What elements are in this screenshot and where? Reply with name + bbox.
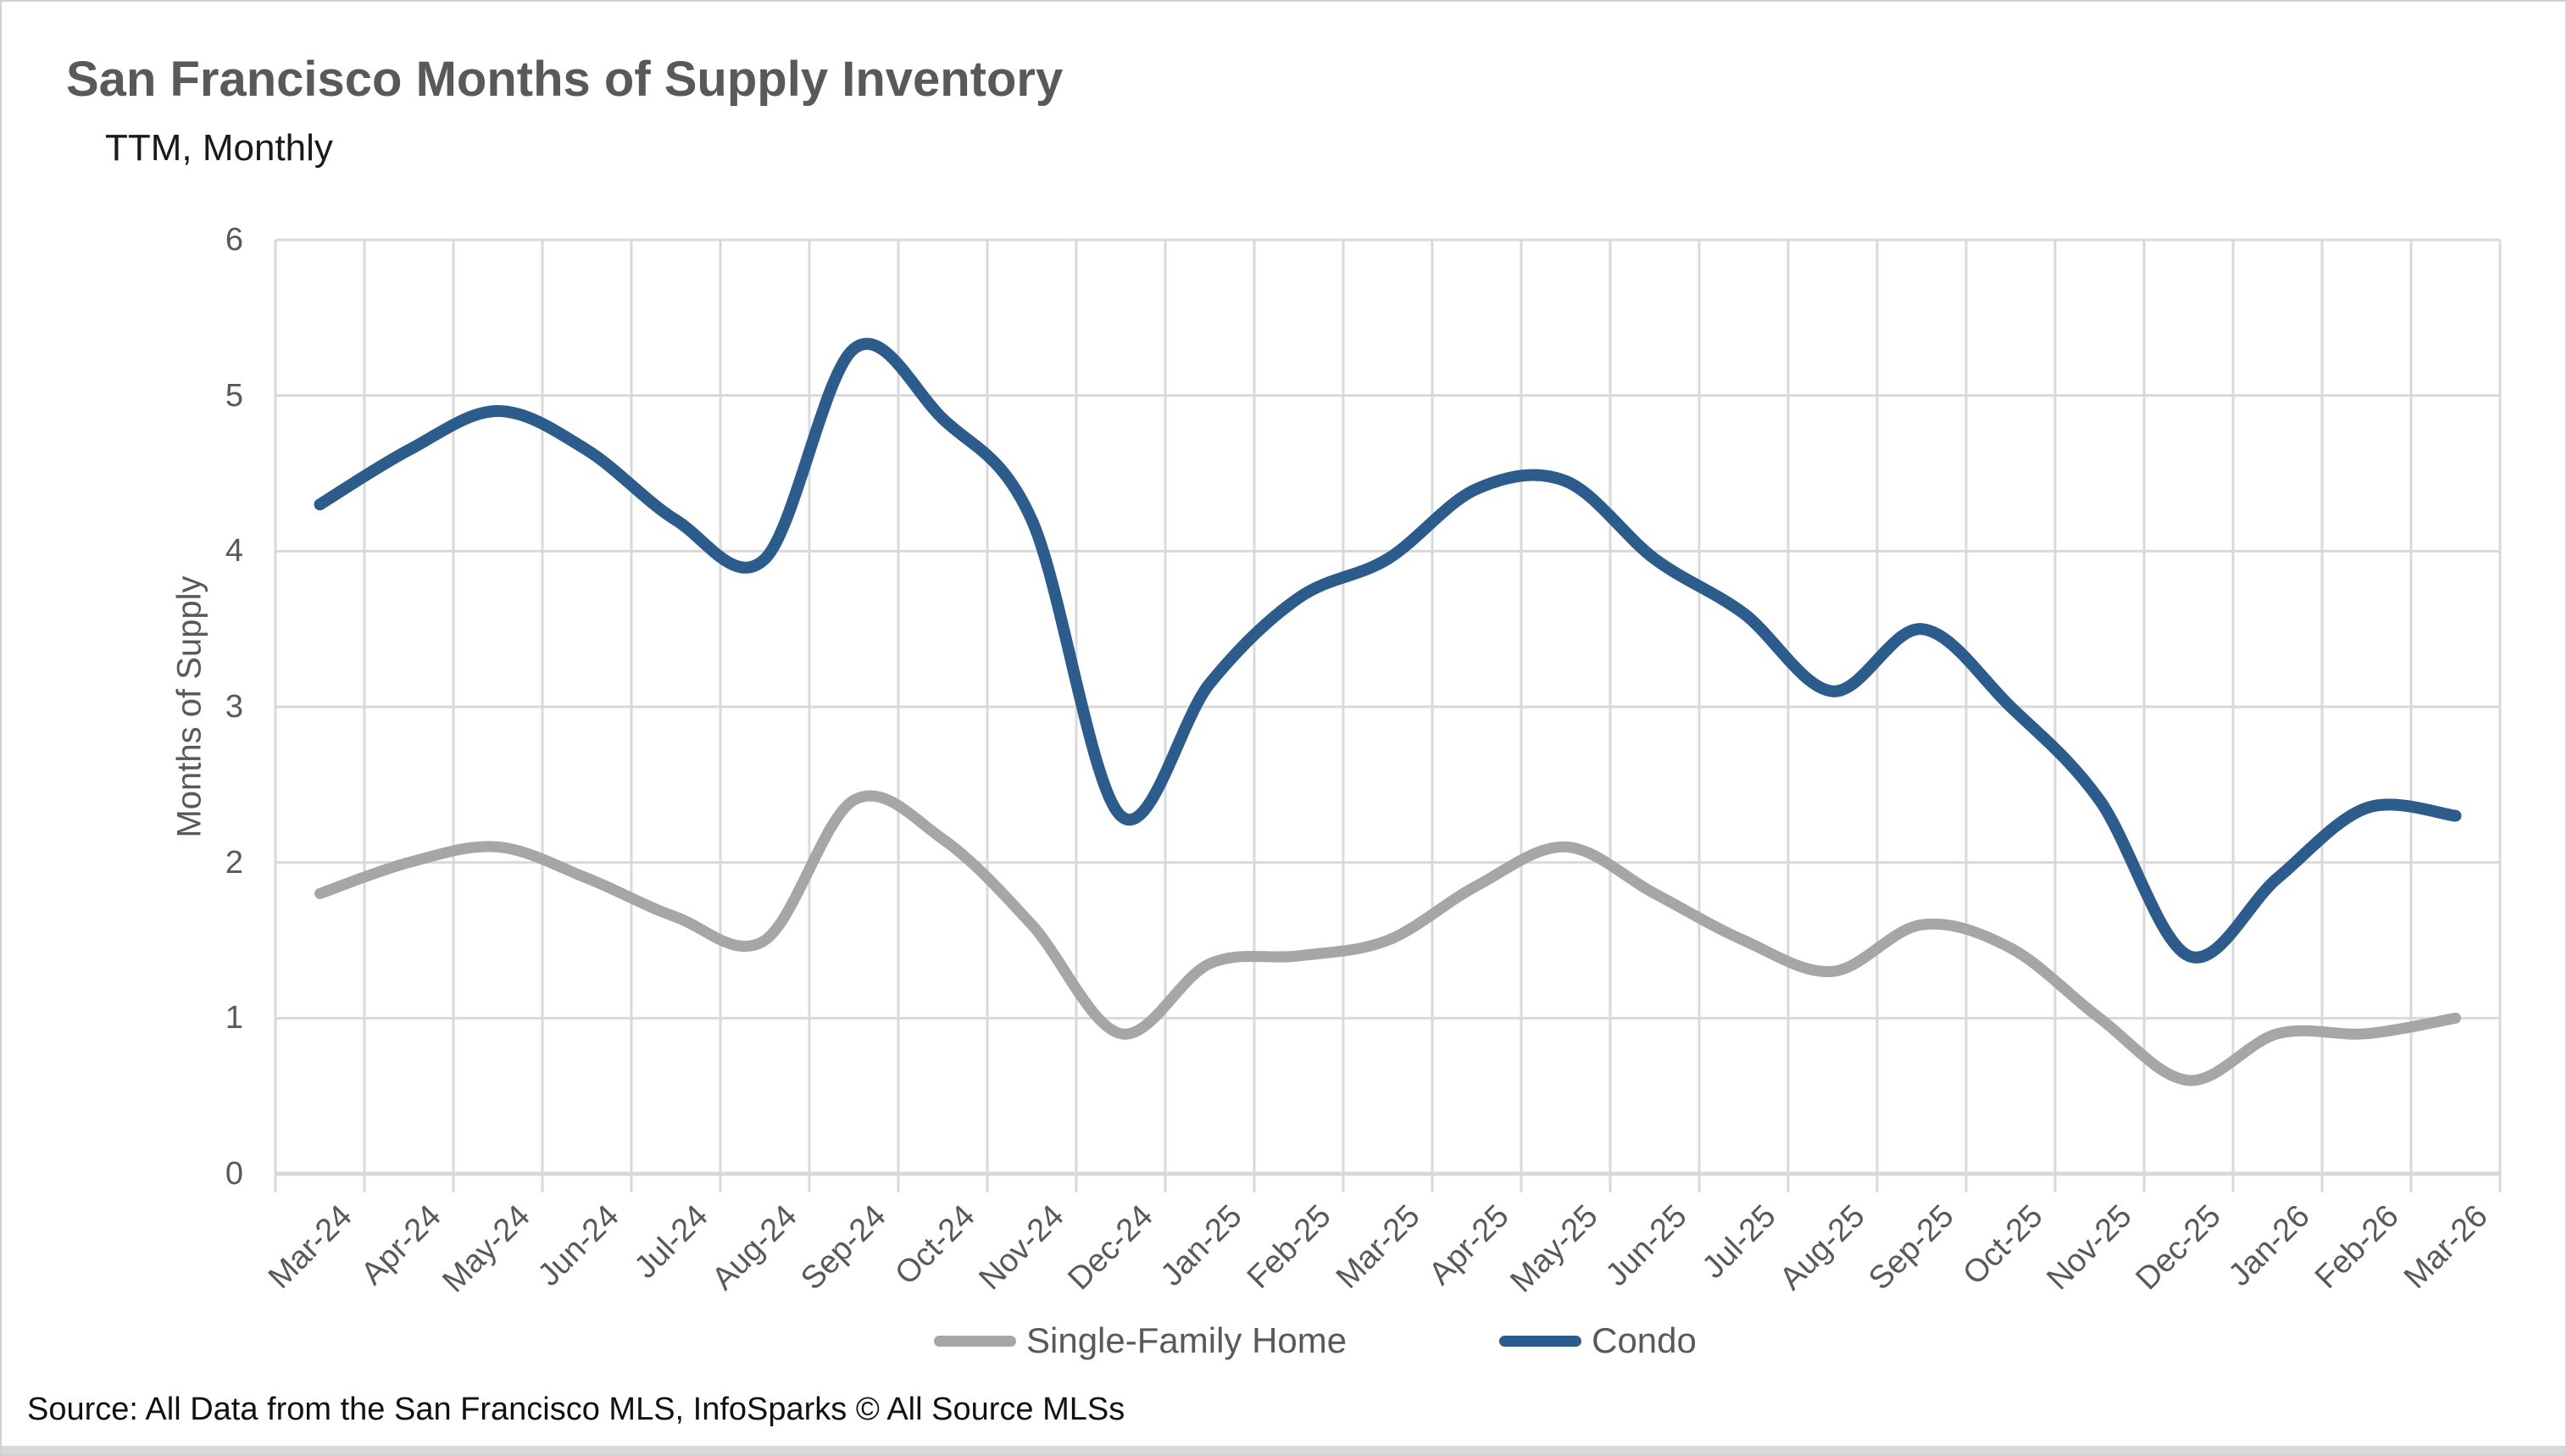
legend-label: Condo [1592,1320,1697,1360]
x-tick-label: Oct-25 [1955,1198,2050,1292]
series-line-condo [314,337,2462,964]
legend-item-single-family-home: Single-Family Home [934,1320,1347,1361]
gridlines [274,238,2502,1192]
x-tick-label: Dec-24 [1060,1198,1160,1298]
x-tick-label: Jan-26 [2221,1198,2317,1293]
series-line-single-family-home [314,790,2461,1086]
page-subtitle: TTM, Monthly [105,127,333,169]
x-tick-label: Sep-24 [793,1198,893,1298]
x-tick-label: Sep-25 [1861,1198,1961,1298]
x-tick-label: Feb-26 [2308,1198,2406,1296]
x-tick-label: Oct-24 [887,1198,982,1292]
x-tick-label: Dec-25 [2128,1198,2228,1298]
x-tick-label: Feb-25 [1240,1198,1338,1296]
x-tick-label: Mar-26 [2397,1198,2495,1296]
x-tick-label: Mar-25 [1329,1198,1427,1296]
y-tick-label: 3 [225,689,243,725]
page-title: San Francisco Months of Supply Inventory [66,52,1064,107]
x-tick-label: May-24 [435,1198,537,1300]
legend-label: Single-Family Home [1026,1320,1347,1360]
x-tick-label: Apr-24 [353,1198,448,1292]
line-chart-plot-area [274,238,2502,1192]
x-tick-label: Mar-24 [261,1198,359,1296]
y-tick-label: 1 [225,1000,243,1036]
y-tick-label: 2 [225,844,243,881]
legend-line-swatch [1499,1335,1582,1347]
x-tick-label: May-25 [1503,1198,1605,1300]
y-tick-label: 6 [225,222,243,258]
source-text: Source: All Data from the San Francisco … [27,1392,1125,1427]
window-bottom-edge [2,1446,2565,1454]
legend-line-swatch [934,1335,1016,1347]
x-tick-label: Jul-24 [627,1198,715,1286]
x-tick-label: Aug-24 [704,1198,804,1298]
x-tick-label: Jun-24 [531,1198,626,1293]
chart-legend: Single-Family Home Condo [934,1320,1697,1361]
y-tick-label: 0 [225,1156,243,1192]
x-tick-label: Apr-25 [1421,1198,1516,1292]
x-tick-label: Jun-25 [1598,1198,1694,1293]
x-tick-label: Jul-25 [1695,1198,1783,1286]
y-tick-label: 4 [225,533,243,570]
x-tick-label: Jan-25 [1153,1198,1249,1293]
y-tick-label: 5 [225,377,243,414]
x-tick-label: Nov-25 [2039,1198,2139,1298]
x-tick-label: Nov-24 [971,1198,1071,1298]
x-tick-label: Aug-25 [1772,1198,1872,1298]
legend-item-condo: Condo [1499,1320,1697,1361]
